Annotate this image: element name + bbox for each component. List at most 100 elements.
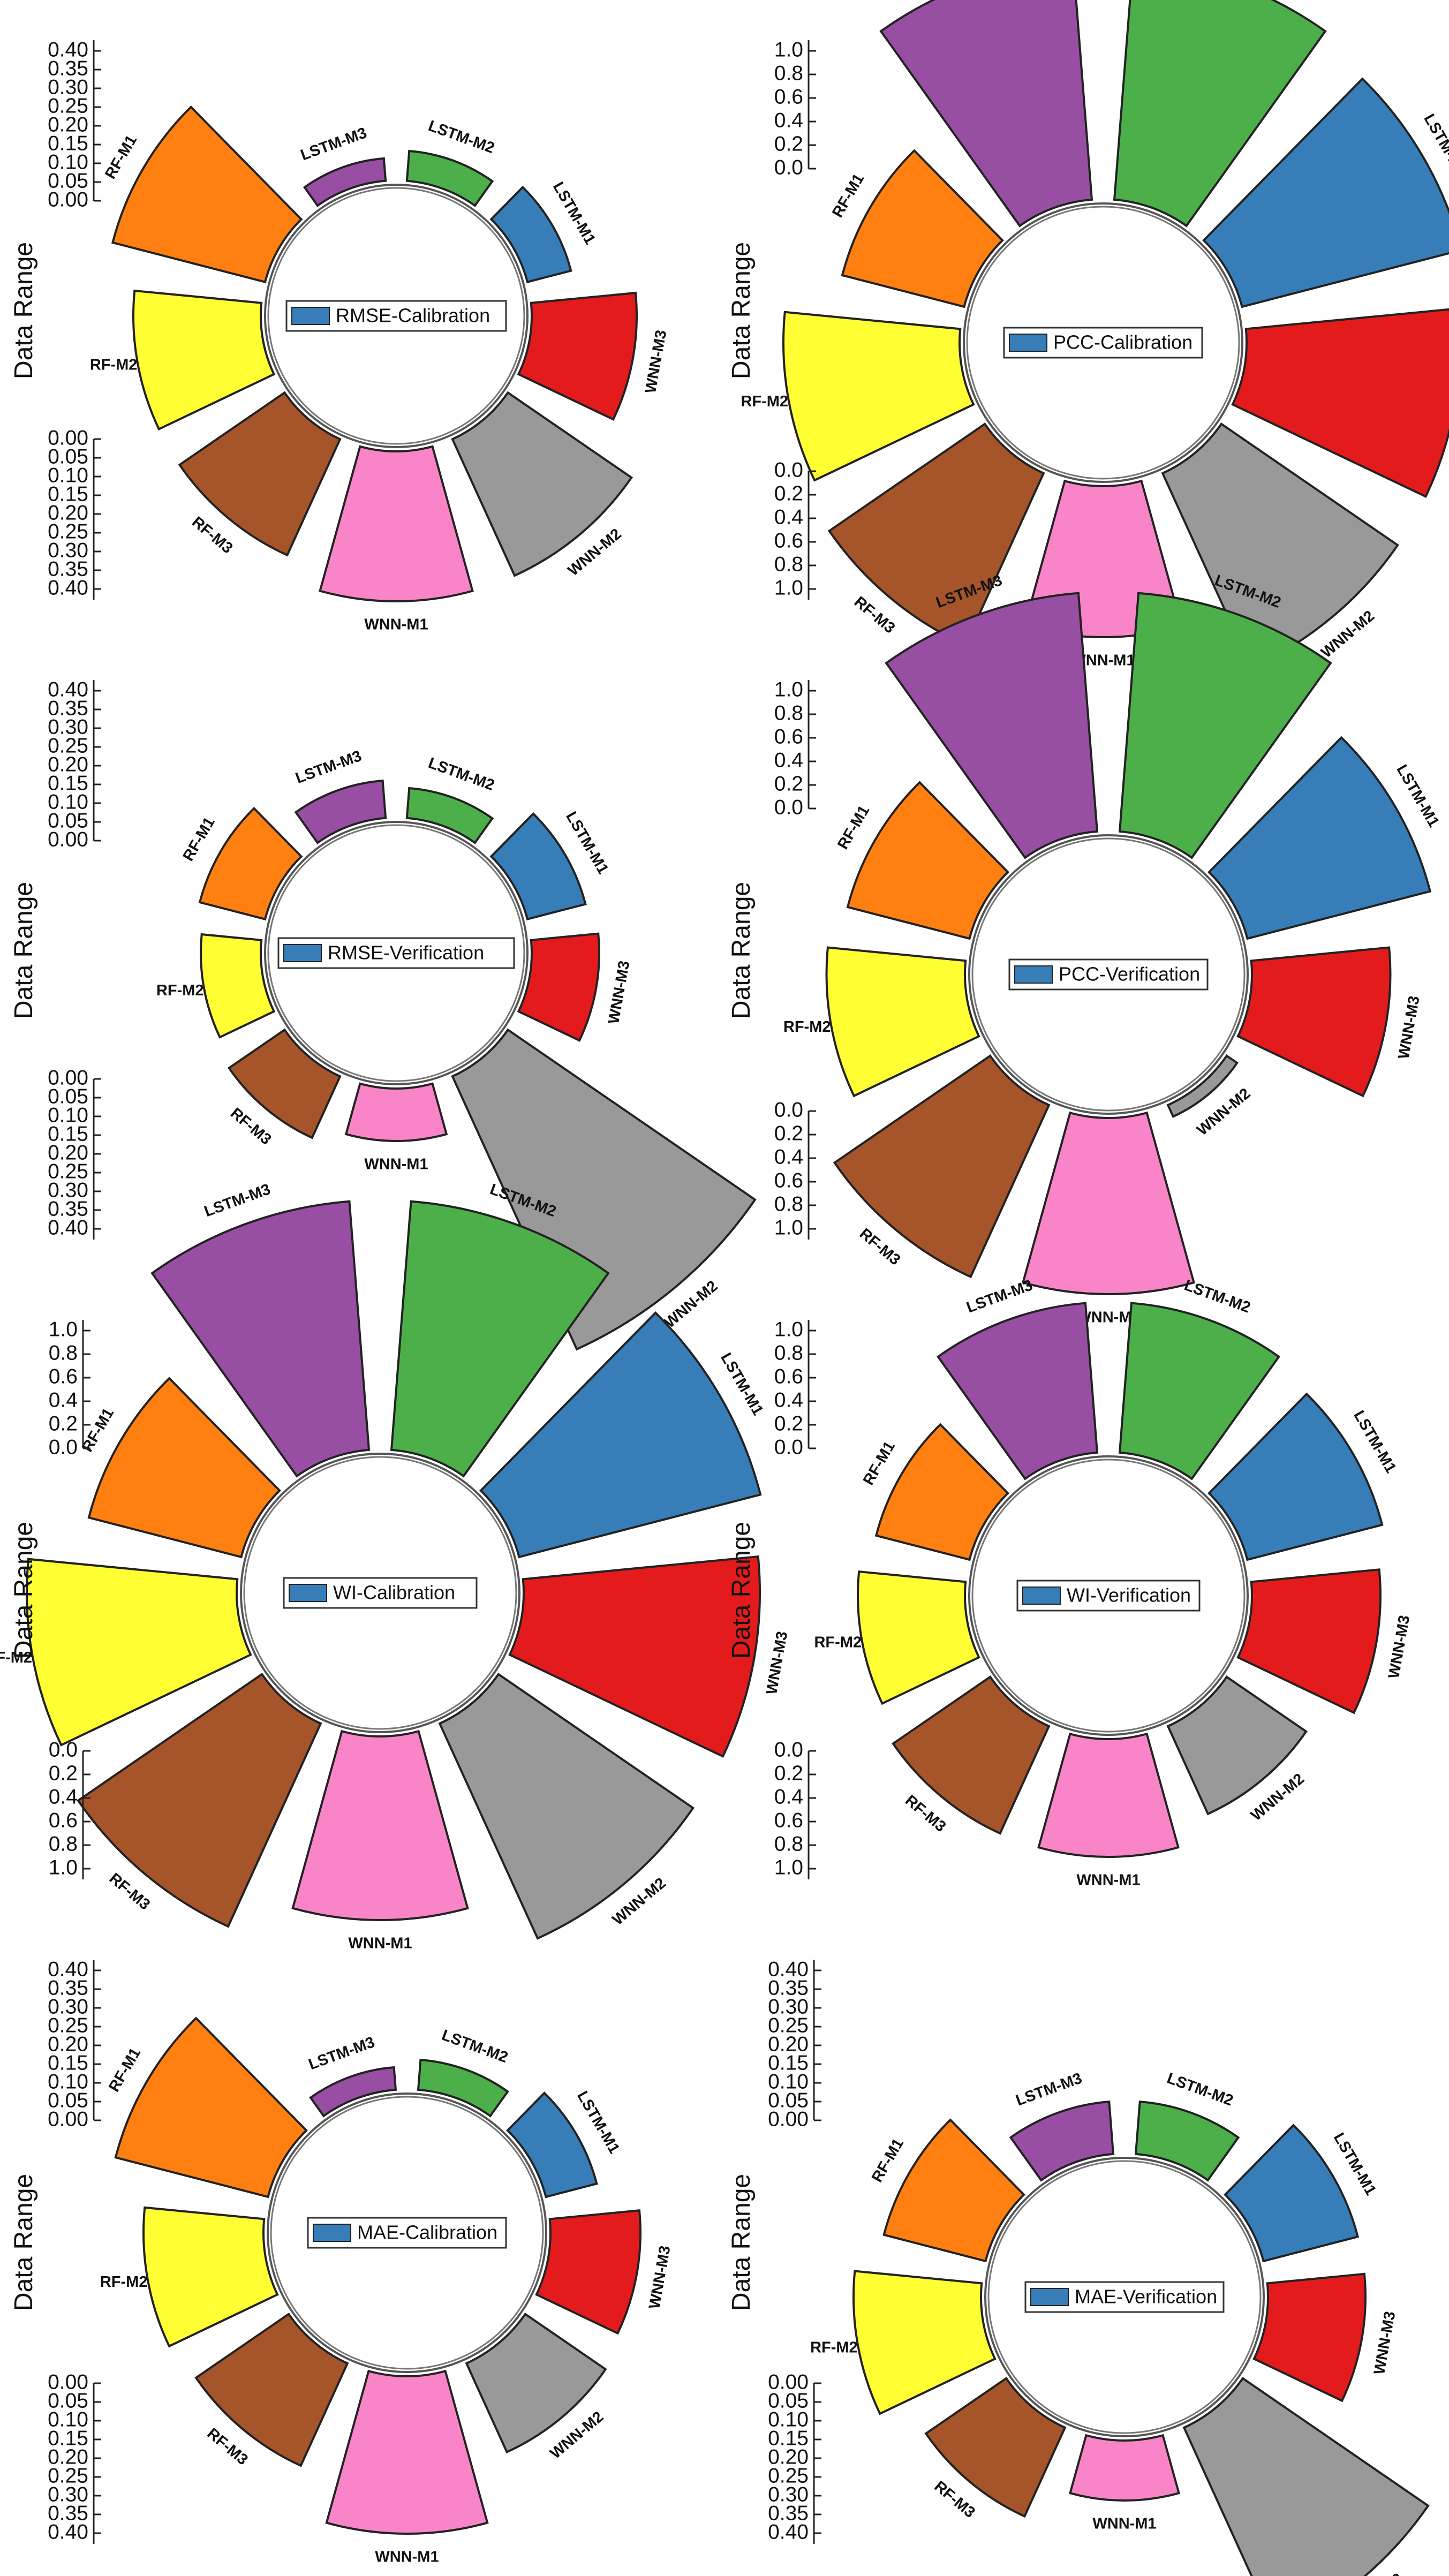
bar-rf-m2 — [782, 311, 975, 482]
tick-label-upper: 0.4 — [774, 749, 803, 772]
tick-label-upper: 0.10 — [48, 790, 88, 813]
legend-swatch — [1009, 334, 1047, 352]
bar-lstm-m3 — [303, 157, 387, 207]
bar-wnn-m2 — [1166, 1675, 1308, 1816]
legend-label: RMSE-Verification — [328, 942, 484, 964]
tick-label-upper: 0.40 — [48, 38, 88, 61]
tick-label-upper: 0.20 — [48, 2033, 88, 2056]
hub-ring — [971, 1459, 1246, 1733]
y-axis-label: Data Range — [10, 1522, 38, 1659]
tick-label-lower: 0.40 — [768, 2520, 809, 2543]
tick-label-lower: 0.0 — [774, 1098, 803, 1121]
bar-lstm-m3 — [885, 592, 1099, 859]
tick-label-lower: 0.20 — [768, 2445, 809, 2468]
tick-label-upper: 0.10 — [48, 2070, 88, 2093]
category-label-rf-m1: RF-M1 — [105, 2045, 144, 2095]
tick-label-upper: 0.15 — [768, 2051, 809, 2074]
tick-label-upper: 0.10 — [768, 2070, 809, 2093]
tick-label-upper: 0.25 — [48, 734, 88, 757]
tick-label-upper: 0.05 — [48, 809, 88, 832]
category-label-wnn-m1: WNN-M1 — [1076, 1872, 1140, 1889]
tick-label-upper: 0.6 — [49, 1365, 78, 1388]
bar-wnn-m2 — [451, 1028, 757, 1351]
tick-label-upper: 0.20 — [768, 2033, 809, 2056]
tick-label-upper: 0.35 — [768, 1976, 809, 1999]
tick-label-lower: 0.25 — [48, 1160, 88, 1183]
bar-rf-m1 — [874, 1423, 1009, 1561]
tick-label-upper: 0.15 — [48, 2051, 88, 2074]
bar-lstm-m1 — [479, 1311, 762, 1559]
tick-label-lower: 0.05 — [768, 2389, 809, 2412]
legend-label: MAE-Verification — [1075, 2286, 1217, 2308]
category-label-lstm-m2: LSTM-M2 — [426, 754, 497, 794]
tick-label-upper: 0.30 — [48, 75, 88, 99]
legend-label: PCC-Calibration — [1053, 331, 1193, 353]
tick-label-upper: 0.2 — [774, 772, 803, 795]
bar-wnn-m3 — [517, 932, 600, 1042]
legend-label: PCC-Verification — [1059, 963, 1200, 985]
bar-wnn-m2 — [465, 2313, 607, 2454]
bar-rf-m3 — [178, 391, 342, 557]
bar-wnn-m1 — [319, 445, 474, 602]
tick-label-upper: 0.6 — [774, 1365, 803, 1388]
category-label-lstm-m2: LSTM-M2 — [1182, 1276, 1252, 1316]
tick-label-lower: 0.2 — [774, 1122, 803, 1145]
bar-lstm-m1 — [1208, 736, 1432, 940]
bar-lstm-m1 — [506, 2091, 598, 2199]
category-label-wnn-m3: WNN-M3 — [1395, 995, 1423, 1061]
tick-label-lower: 0.25 — [48, 520, 88, 543]
tick-label-lower: 0.15 — [48, 2427, 88, 2450]
category-label-lstm-m2: LSTM-M2 — [426, 117, 497, 157]
bar-rf-m3 — [227, 1028, 342, 1139]
bar-wnn-m1 — [344, 1082, 448, 1142]
category-label-rf-m2: RF-M2 — [783, 1018, 831, 1036]
tick-label-upper: 0.0 — [49, 1436, 78, 1459]
y-axis-label: Data Range — [727, 242, 756, 379]
category-label-rf-m1: RF-M1 — [79, 1405, 117, 1455]
legend-label: MAE-Calibration — [357, 2222, 497, 2243]
tick-label-upper: 0.30 — [768, 1995, 809, 2018]
category-label-rf-m2: RF-M2 — [814, 1634, 862, 1651]
tick-label-upper: 0.20 — [48, 753, 88, 776]
hub-ring — [267, 824, 525, 1082]
tick-label-upper: 0.40 — [48, 1958, 88, 1981]
tick-label-lower: 0.35 — [48, 557, 88, 580]
bar-wnn-m1 — [291, 1729, 469, 1921]
hub-ring — [987, 2160, 1262, 2434]
bar-lstm-m1 — [1202, 77, 1449, 308]
category-label-wnn-m1: WNN-M1 — [375, 2549, 439, 2566]
tick-label-lower: 0.30 — [48, 539, 88, 562]
tick-label-upper: 0.00 — [48, 828, 88, 851]
tick-label-upper: 0.8 — [49, 1341, 78, 1364]
tick-label-upper: 0.05 — [48, 169, 88, 192]
bar-lstm-m3 — [150, 1200, 371, 1478]
bar-wnn-m2 — [451, 391, 633, 577]
panel-mae-calibration: RF-M1RF-M2RF-M3WNN-M1WNN-M2WNN-M3LSTM-M1… — [10, 1958, 674, 2566]
bar-rf-m3 — [194, 2313, 349, 2467]
tick-label-upper: 0.30 — [48, 715, 88, 738]
tick-label-lower: 0.0 — [49, 1738, 78, 1761]
tick-label-lower: 0.2 — [774, 482, 803, 505]
category-label-rf-m1: RF-M1 — [834, 803, 873, 852]
bar-wnn-m3 — [1252, 2272, 1367, 2403]
panel-mae-verification: RF-M1RF-M2RF-M3WNN-M1WNN-M2WNN-M3LSTM-M1… — [727, 1958, 1430, 2576]
tick-label-lower: 0.4 — [774, 1145, 803, 1168]
category-label-lstm-m2: LSTM-M2 — [1165, 2069, 1235, 2109]
hub-ring — [267, 187, 525, 445]
tick-label-lower: 0.00 — [48, 1066, 88, 1089]
tick-label-lower: 0.10 — [48, 464, 88, 487]
bar-lstm-m3 — [936, 1302, 1099, 1480]
tick-label-upper: 0.6 — [774, 725, 803, 748]
tick-label-lower: 0.05 — [48, 445, 88, 468]
tick-label-upper: 0.35 — [48, 697, 88, 720]
tick-label-lower: 0.2 — [49, 1762, 78, 1785]
tick-label-lower: 0.15 — [48, 482, 88, 505]
bar-wnn-m2 — [1182, 2377, 1430, 2576]
bar-wnn-m3 — [1231, 308, 1449, 498]
tick-label-upper: 0.4 — [49, 1388, 78, 1411]
y-axis-label: Data Range — [10, 882, 38, 1019]
bar-wnn-m1 — [1068, 2434, 1181, 2502]
bar-lstm-m2 — [1113, 0, 1327, 228]
tick-label-lower: 0.20 — [48, 1141, 88, 1164]
bar-lstm-m2 — [405, 149, 494, 207]
